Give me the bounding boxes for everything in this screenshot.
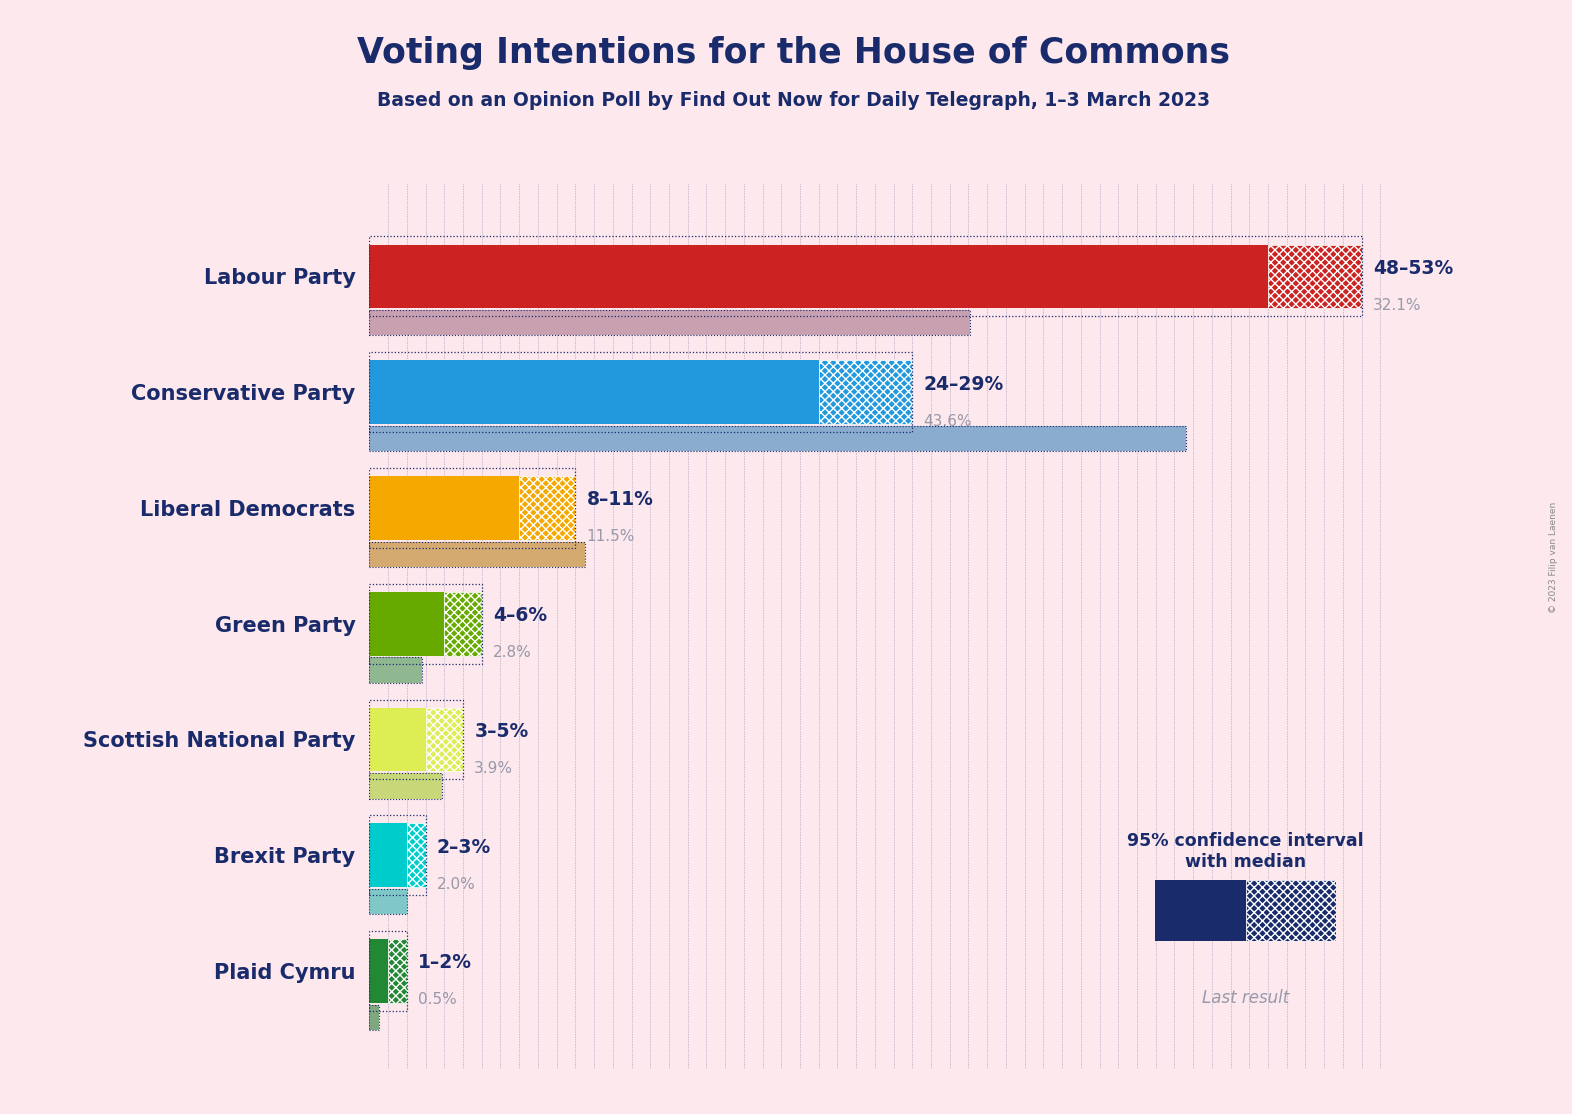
Text: Based on an Opinion Poll by Find Out Now for Daily Telegraph, 1–3 March 2023: Based on an Opinion Poll by Find Out Now… bbox=[377, 91, 1210, 110]
Bar bbox=[369, 1005, 379, 1030]
Bar bbox=[369, 700, 464, 780]
Text: 8–11%: 8–11% bbox=[586, 490, 654, 509]
Bar bbox=[369, 236, 1361, 316]
Text: 2.8%: 2.8% bbox=[494, 645, 531, 661]
Text: 32.1%: 32.1% bbox=[1372, 297, 1421, 313]
Text: 48–53%: 48–53% bbox=[1372, 258, 1453, 277]
Text: 3.9%: 3.9% bbox=[475, 761, 514, 776]
Bar bbox=[1269, 245, 1361, 309]
Bar bbox=[369, 889, 407, 915]
Text: 4–6%: 4–6% bbox=[494, 606, 547, 625]
Bar bbox=[1245, 880, 1336, 941]
Bar bbox=[369, 889, 407, 915]
Text: 95% confidence interval
with median: 95% confidence interval with median bbox=[1127, 832, 1364, 871]
Bar bbox=[426, 707, 464, 771]
Bar bbox=[369, 541, 585, 567]
Text: Last result: Last result bbox=[1203, 989, 1289, 1007]
Text: 3–5%: 3–5% bbox=[475, 722, 528, 741]
Bar bbox=[369, 657, 421, 683]
Text: 1–2%: 1–2% bbox=[418, 954, 472, 973]
Text: 24–29%: 24–29% bbox=[924, 374, 1005, 393]
Text: 11.5%: 11.5% bbox=[586, 529, 635, 545]
Bar bbox=[369, 310, 970, 335]
Bar bbox=[369, 773, 442, 799]
Bar bbox=[369, 592, 445, 655]
Text: 2.0%: 2.0% bbox=[437, 877, 476, 891]
Bar bbox=[369, 476, 519, 540]
Bar bbox=[369, 541, 585, 567]
Bar bbox=[369, 931, 407, 1012]
Bar bbox=[369, 426, 1185, 451]
Bar bbox=[445, 592, 481, 655]
Text: 2–3%: 2–3% bbox=[437, 838, 490, 857]
Bar bbox=[369, 773, 442, 799]
Bar bbox=[369, 352, 912, 432]
Bar bbox=[519, 476, 575, 540]
Bar bbox=[369, 245, 1269, 309]
Bar bbox=[369, 823, 407, 887]
Bar bbox=[369, 426, 1185, 451]
Bar bbox=[1155, 880, 1245, 941]
Text: Voting Intentions for the House of Commons: Voting Intentions for the House of Commo… bbox=[357, 36, 1231, 70]
Bar bbox=[369, 657, 421, 683]
Bar bbox=[819, 360, 912, 424]
Bar bbox=[407, 823, 426, 887]
Bar bbox=[369, 939, 388, 1003]
Bar bbox=[369, 310, 970, 335]
Text: © 2023 Filip van Laenen: © 2023 Filip van Laenen bbox=[1548, 501, 1558, 613]
Bar bbox=[369, 468, 575, 548]
Bar bbox=[369, 707, 426, 771]
Text: 43.6%: 43.6% bbox=[924, 413, 971, 429]
Bar bbox=[369, 815, 426, 896]
Bar bbox=[369, 1005, 379, 1030]
Bar bbox=[388, 939, 407, 1003]
Bar bbox=[369, 584, 481, 664]
Bar bbox=[369, 360, 819, 424]
Text: 0.5%: 0.5% bbox=[418, 993, 457, 1007]
